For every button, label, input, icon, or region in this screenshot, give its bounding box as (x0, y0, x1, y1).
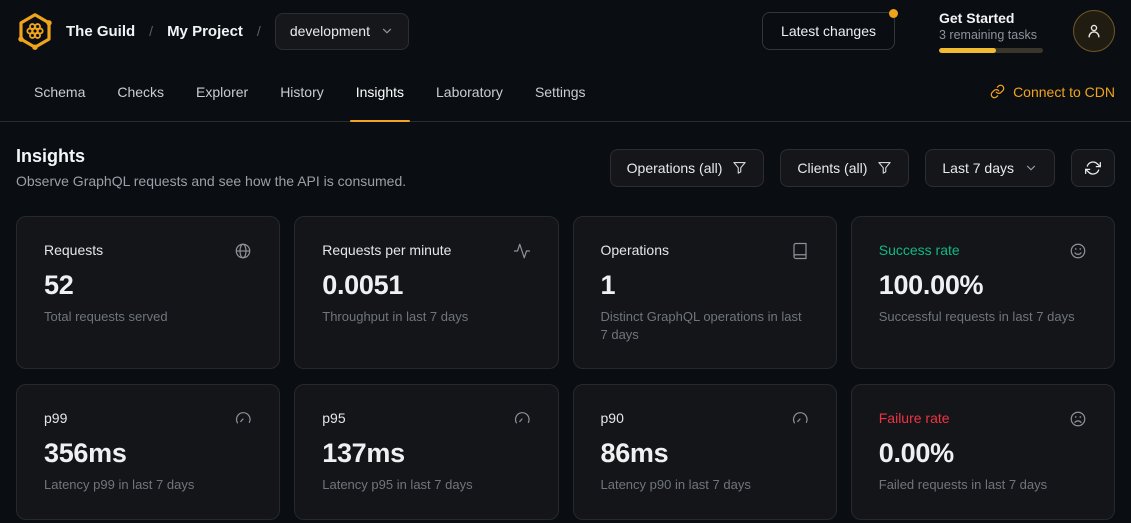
book-icon (793, 242, 807, 260)
get-started-widget[interactable]: Get Started 3 remaining tasks (939, 10, 1047, 53)
link-icon (990, 84, 1005, 99)
latest-changes-button[interactable]: Latest changes (762, 9, 898, 50)
card-value: 52 (44, 270, 74, 300)
card-caption: Failed requests in last 7 days (878, 477, 1048, 493)
breadcrumb-project[interactable]: My Project (167, 22, 243, 40)
tab-schema[interactable]: Schema (34, 83, 86, 100)
target-selector-value: development (289, 23, 370, 39)
stat-cards-grid: Requests 52 Total requests served Reques… (16, 216, 1115, 520)
period-select-button[interactable]: Last 7 days (925, 148, 1055, 187)
smile-icon (1070, 243, 1086, 259)
gauge-icon (514, 412, 530, 424)
operations-filter-label: Operations (all) (626, 159, 723, 176)
card-value: 100.00% (878, 270, 984, 300)
card-value: 1 (600, 270, 616, 300)
stat-card-requests: Requests 52 Total requests served (16, 216, 281, 370)
main-content: Insights Observe GraphQL requests and se… (0, 122, 1131, 520)
stat-card-success-rate: Success rate 100.00% Successful requests… (850, 216, 1115, 370)
latest-changes-label: Latest changes (781, 23, 876, 39)
card-title: Requests per minute (322, 242, 452, 258)
breadcrumb-separator: / (256, 23, 261, 39)
get-started-progress-fill (939, 47, 997, 53)
notification-dot-icon (889, 9, 898, 18)
operations-filter-button[interactable]: Operations (all) (609, 148, 765, 187)
main-nav: Schema Checks Explorer History Insights … (0, 62, 1131, 122)
card-value: 356ms (44, 438, 127, 469)
top-header: The Guild / My Project / development Lat… (0, 0, 1131, 62)
tab-settings[interactable]: Settings (534, 83, 586, 100)
header-actions: Latest changes Get Started 3 remaining t… (762, 9, 1115, 53)
filters-toolbar: Operations (all) Clients (all) Last 7 da… (609, 148, 1115, 187)
activity-icon (513, 243, 530, 259)
card-value: 86ms (600, 438, 669, 469)
card-caption: Latency p95 in last 7 days (322, 477, 473, 493)
target-selector[interactable]: development (274, 12, 409, 50)
breadcrumb-separator: / (149, 23, 154, 39)
refresh-icon (1085, 160, 1101, 175)
tab-laboratory[interactable]: Laboratory (436, 83, 503, 100)
breadcrumb-org[interactable]: The Guild (66, 22, 136, 40)
stat-card-p95: p95 137ms Latency p95 in last 7 days (294, 384, 559, 520)
user-avatar[interactable] (1073, 10, 1115, 52)
guild-logo-icon[interactable] (16, 12, 54, 50)
page-title: Insights (16, 146, 86, 166)
connect-cdn-label: Connect to CDN (1013, 83, 1115, 100)
filter-funnel-icon (733, 161, 747, 174)
get-started-title: Get Started (939, 9, 1015, 26)
stat-card-rpm: Requests per minute 0.0051 Throughput in… (294, 216, 559, 370)
stat-card-p90: p90 86ms Latency p90 in last 7 days (572, 384, 837, 520)
tab-explorer[interactable]: Explorer (196, 83, 249, 100)
page-head-text: Insights Observe GraphQL requests and se… (16, 146, 406, 189)
card-title: Operations (600, 242, 669, 258)
stat-card-failure-rate: Failure rate 0.00% Failed requests in la… (850, 384, 1115, 520)
stat-card-operations: Operations 1 Distinct GraphQL operations… (572, 216, 837, 370)
get-started-subtitle: 3 remaining tasks (939, 27, 1037, 42)
page-head: Insights Observe GraphQL requests and se… (16, 146, 1115, 189)
card-value: 0.0051 (322, 270, 404, 300)
gauge-icon (236, 412, 251, 424)
refresh-button[interactable] (1071, 148, 1115, 187)
card-value: 0.00% (878, 438, 954, 469)
tab-list: Schema Checks Explorer History Insights … (18, 62, 602, 122)
card-title: Success rate (878, 242, 960, 258)
card-caption: Distinct GraphQL operations in last 7 da… (600, 309, 802, 343)
card-caption: Latency p90 in last 7 days (600, 477, 751, 493)
person-icon (1088, 24, 1100, 38)
filter-funnel-icon (878, 161, 892, 174)
card-value: 137ms (322, 438, 405, 469)
tab-checks[interactable]: Checks (117, 83, 165, 100)
card-caption: Throughput in last 7 days (322, 309, 469, 324)
card-caption: Latency p99 in last 7 days (44, 477, 195, 493)
card-caption: Successful requests in last 7 days (878, 309, 1075, 324)
frown-icon (1070, 412, 1086, 427)
tab-history[interactable]: History (280, 83, 324, 100)
card-title: p99 (44, 410, 68, 427)
clients-filter-button[interactable]: Clients (all) (780, 148, 910, 187)
tab-insights[interactable]: Insights (340, 62, 420, 122)
card-title: p90 (600, 410, 624, 427)
clients-filter-label: Clients (all) (797, 159, 868, 176)
page-subtitle: Observe GraphQL requests and see how the… (16, 173, 407, 189)
card-title: p95 (322, 410, 346, 427)
chevron-down-icon (1026, 165, 1036, 170)
chevron-down-icon (382, 28, 392, 34)
card-title: Failure rate (878, 410, 950, 427)
breadcrumb: The Guild / My Project / development (16, 12, 409, 50)
connect-cdn-link[interactable]: Connect to CDN (990, 84, 1115, 100)
period-select-label: Last 7 days (942, 159, 1014, 176)
gauge-icon (792, 412, 808, 424)
globe-icon (235, 243, 251, 259)
get-started-progress-track (939, 47, 1043, 53)
stat-card-p99: p99 356ms Latency p99 in last 7 days (16, 384, 281, 520)
card-title: Requests (44, 242, 104, 258)
card-caption: Total requests served (44, 309, 168, 324)
